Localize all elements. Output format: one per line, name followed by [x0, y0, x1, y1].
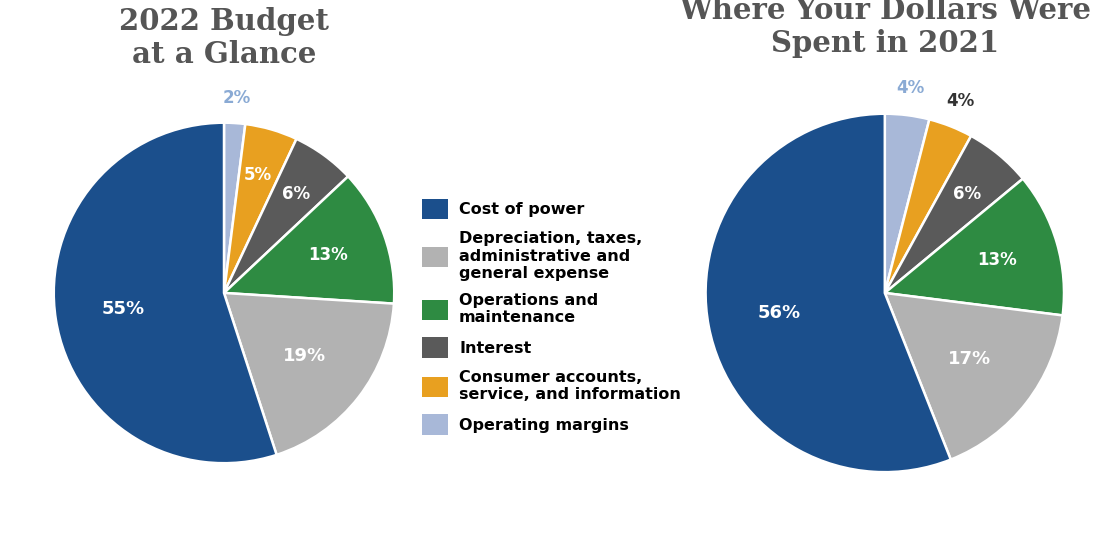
Title: 2022 Budget
at a Glance: 2022 Budget at a Glance — [119, 7, 329, 70]
Text: 4%: 4% — [896, 79, 925, 98]
Wedge shape — [885, 119, 971, 293]
Text: 6%: 6% — [953, 185, 981, 203]
Wedge shape — [885, 136, 1023, 293]
Text: 6%: 6% — [282, 185, 310, 203]
Text: 5%: 5% — [244, 166, 272, 184]
Text: 55%: 55% — [102, 300, 144, 318]
Text: 17%: 17% — [949, 350, 991, 368]
Wedge shape — [224, 293, 394, 455]
Wedge shape — [885, 293, 1063, 460]
Wedge shape — [224, 124, 297, 293]
Text: 13%: 13% — [977, 252, 1017, 270]
Text: 4%: 4% — [946, 92, 974, 110]
Wedge shape — [885, 179, 1064, 315]
Text: 2%: 2% — [222, 89, 251, 107]
Legend: Cost of power, Depreciation, taxes,
administrative and
general expense, Operatio: Cost of power, Depreciation, taxes, admi… — [422, 199, 681, 435]
Wedge shape — [224, 123, 245, 293]
Wedge shape — [54, 123, 277, 463]
Wedge shape — [885, 114, 930, 293]
Wedge shape — [224, 176, 394, 304]
Text: 13%: 13% — [308, 247, 348, 264]
Wedge shape — [706, 114, 951, 472]
Text: 19%: 19% — [283, 347, 326, 364]
Wedge shape — [224, 139, 348, 293]
Text: 56%: 56% — [757, 304, 801, 322]
Title: Where Your Dollars Were
Spent in 2021: Where Your Dollars Were Spent in 2021 — [679, 0, 1091, 58]
